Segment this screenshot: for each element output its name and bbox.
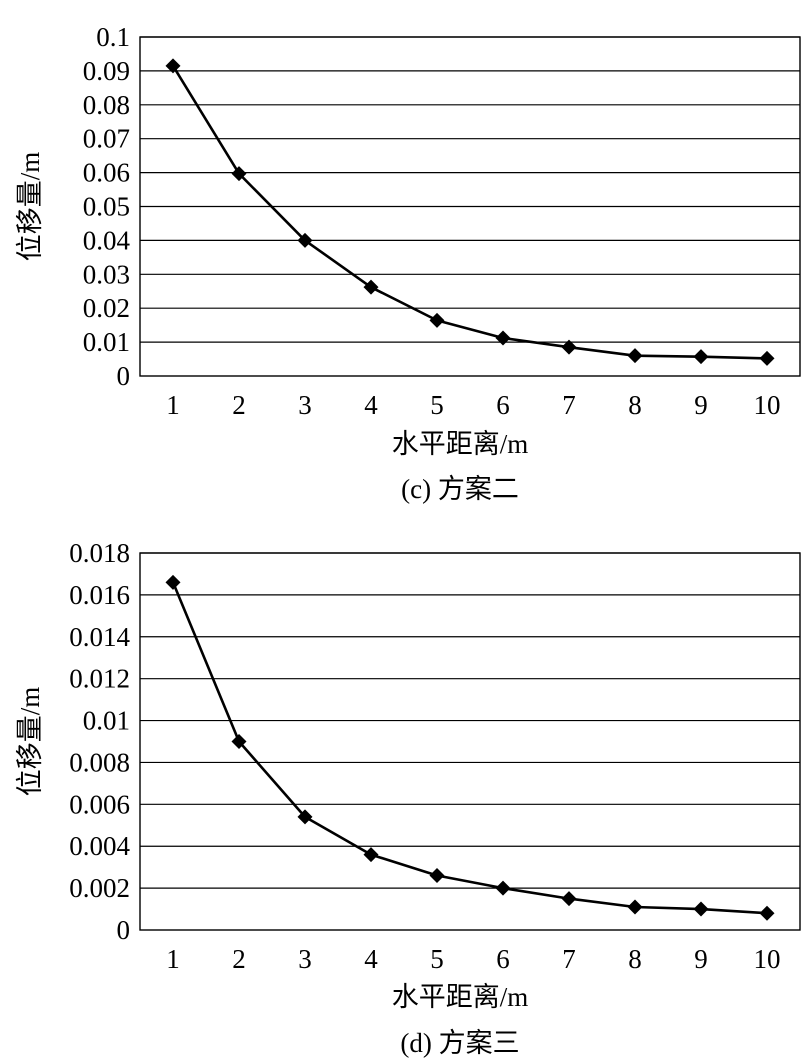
y-tick-label: 0.002 bbox=[69, 873, 130, 903]
data-point bbox=[759, 905, 775, 921]
y-tick-label: 0.016 bbox=[69, 580, 130, 610]
chart-caption: (c) 方案二 bbox=[401, 474, 519, 504]
data-point bbox=[165, 574, 181, 590]
y-tick-label: 0.012 bbox=[69, 664, 130, 694]
x-tick-label: 10 bbox=[754, 390, 781, 420]
x-tick-label: 1 bbox=[166, 944, 180, 974]
data-point bbox=[297, 809, 313, 825]
series-line bbox=[171, 65, 768, 360]
data-point bbox=[297, 232, 313, 248]
chart-c: 0 0.01 0.02 0.03 0.040.05 0.06 0.07 0.08 0.09 0.1… bbox=[15, 22, 801, 504]
data-point bbox=[627, 348, 643, 364]
chart-caption: (d) 方案三 bbox=[400, 1028, 519, 1058]
x-tick-label: 4 bbox=[364, 944, 378, 974]
y-tick-label: 0.03 bbox=[83, 259, 130, 289]
plot-frame bbox=[139, 36, 801, 377]
x-tick-label: 4 bbox=[364, 390, 378, 420]
x-tick-label: 9 bbox=[694, 390, 708, 420]
y-tick-label: 0.07 bbox=[83, 124, 130, 154]
y-tick-label: 0.01 bbox=[83, 706, 130, 736]
x-tick-label: 7 bbox=[562, 944, 576, 974]
y-tick-label: 0.018 bbox=[69, 538, 130, 568]
y-tick-label: 0.014 bbox=[69, 622, 130, 652]
x-tick-label: 2 bbox=[232, 944, 246, 974]
x-tick-label: 9 bbox=[694, 944, 708, 974]
y-tick-label: 0.004 bbox=[69, 831, 130, 861]
plot-frame bbox=[139, 552, 801, 931]
y-tick-label: 0.04 bbox=[83, 225, 131, 255]
x-tick-label: 1 bbox=[166, 390, 180, 420]
x-tick-label: 10 bbox=[754, 944, 781, 974]
data-point bbox=[363, 847, 379, 863]
data-point bbox=[231, 166, 247, 182]
y-tick-label: 0.01 bbox=[83, 327, 130, 357]
y-tick-label: 0.006 bbox=[69, 789, 130, 819]
x-tick-label: 5 bbox=[430, 390, 444, 420]
data-point bbox=[693, 901, 709, 917]
x-tick-label: 3 bbox=[298, 390, 312, 420]
y-tick-label: 0.02 bbox=[83, 293, 130, 323]
data-point bbox=[429, 868, 445, 884]
data-point bbox=[231, 734, 247, 749]
x-tick-label: 3 bbox=[298, 944, 312, 974]
y-tick-label: 0.008 bbox=[69, 747, 130, 777]
x-tick-label: 5 bbox=[430, 944, 444, 974]
y-tick-label: 0.09 bbox=[83, 56, 130, 86]
y-tick-label: 0 bbox=[117, 915, 131, 945]
x-tick-label: 6 bbox=[496, 390, 510, 420]
x-tick-label: 2 bbox=[232, 390, 246, 420]
data-point bbox=[561, 339, 577, 355]
data-point bbox=[627, 899, 643, 915]
data-point bbox=[759, 350, 775, 366]
x-axis-title: 水平距离/m bbox=[392, 429, 529, 459]
data-point bbox=[429, 312, 445, 328]
data-point bbox=[561, 891, 577, 907]
y-tick-label: 0.06 bbox=[83, 158, 130, 188]
x-tick-label: 8 bbox=[628, 944, 642, 974]
data-point bbox=[495, 880, 511, 896]
data-point bbox=[693, 349, 709, 365]
x-tick-label: 6 bbox=[496, 944, 510, 974]
series-line bbox=[171, 581, 768, 915]
x-tick-label: 8 bbox=[628, 390, 642, 420]
data-point bbox=[363, 279, 379, 295]
x-axis-title: 水平距离/m bbox=[392, 982, 529, 1012]
data-point bbox=[165, 58, 181, 74]
y-tick-label: 0.08 bbox=[83, 90, 130, 120]
y-tick-label: 0.1 bbox=[96, 22, 130, 52]
y-axis-title: 位移量/m bbox=[15, 152, 45, 262]
x-tick-label: 7 bbox=[562, 390, 576, 420]
y-axis-title: 位移量/m bbox=[15, 687, 45, 797]
data-point bbox=[495, 330, 511, 346]
y-tick-label: 0 bbox=[117, 361, 131, 391]
y-tick-label: 0.05 bbox=[83, 192, 130, 222]
chart-d: 0 0.002 0.004 0.006 0.008 0.01 0.012 0.014 0.016… bbox=[15, 538, 801, 1058]
